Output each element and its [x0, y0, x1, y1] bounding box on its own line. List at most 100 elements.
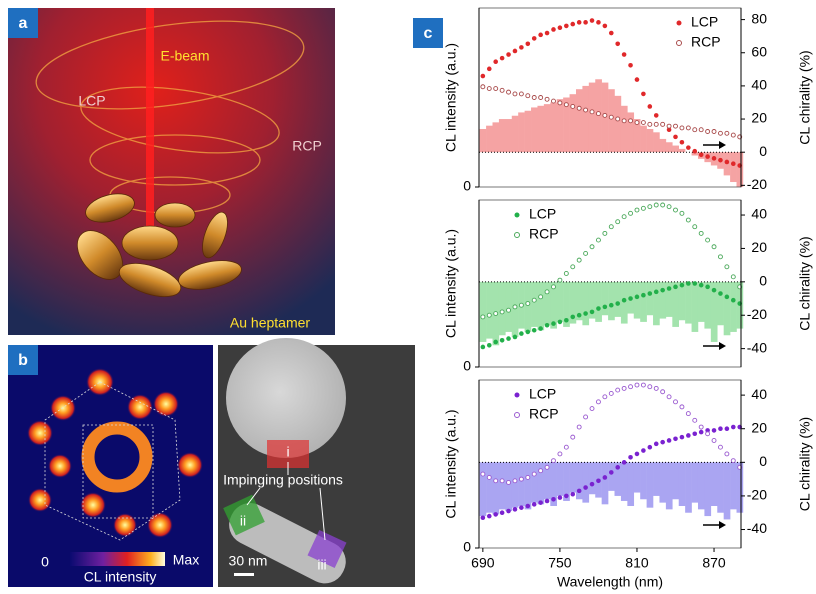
chirality-bar — [505, 119, 512, 152]
chirality-bar — [544, 282, 551, 325]
chirality-bar — [480, 462, 487, 516]
data-point — [712, 130, 716, 134]
data-point — [481, 345, 486, 350]
chirality-bar — [730, 282, 737, 332]
chirality-bar — [615, 96, 622, 152]
data-point — [481, 515, 486, 520]
data-point — [609, 303, 614, 308]
data-point — [660, 440, 665, 445]
chirality-bar — [640, 462, 647, 499]
x-tick-label: 870 — [702, 555, 726, 571]
data-point — [564, 318, 569, 323]
data-point — [545, 499, 550, 504]
data-point — [532, 328, 537, 333]
data-point — [590, 407, 594, 411]
chirality-bar — [659, 139, 666, 152]
data-point — [731, 275, 735, 279]
data-point — [513, 479, 517, 483]
data-point — [519, 331, 524, 336]
chirality-bar — [730, 152, 737, 182]
chirality-bar — [531, 462, 538, 502]
y2-tick-label: 0 — [759, 273, 767, 289]
data-point — [615, 465, 620, 470]
data-point — [487, 87, 491, 91]
chirality-bar — [480, 129, 487, 152]
data-point — [622, 215, 626, 219]
data-point — [725, 452, 729, 456]
data-point — [641, 448, 646, 453]
chirality-bar — [608, 282, 615, 320]
data-point — [648, 104, 653, 109]
data-point — [570, 315, 575, 320]
data-point — [731, 459, 735, 463]
chirality-bar — [737, 462, 744, 512]
data-point — [692, 149, 697, 154]
data-point — [532, 472, 536, 476]
chirality-bar — [730, 462, 737, 509]
data-point — [654, 122, 658, 126]
data-point — [603, 475, 608, 480]
chirality-bar — [531, 282, 538, 327]
y2-tick-label: -20 — [747, 176, 767, 192]
data-point — [551, 497, 556, 502]
data-point — [654, 290, 659, 295]
data-point — [648, 291, 653, 296]
legend-marker — [515, 213, 520, 218]
data-point — [526, 94, 530, 98]
chirality-bar — [653, 462, 660, 496]
legend-marker — [515, 233, 520, 238]
y-axis-label: CL intensity (a.u.) — [443, 409, 459, 518]
data-point — [481, 315, 485, 319]
legend-marker — [515, 413, 520, 418]
data-point — [615, 42, 620, 47]
data-point — [667, 395, 671, 399]
data-point — [667, 438, 672, 443]
chirality-bar — [659, 462, 666, 502]
data-point — [551, 99, 555, 103]
data-point — [699, 425, 703, 429]
data-point — [551, 321, 556, 326]
data-point — [718, 158, 723, 163]
data-point — [680, 140, 685, 145]
chirality-bar — [634, 282, 641, 319]
y2-tick-label: 40 — [751, 386, 767, 402]
data-point — [629, 385, 633, 389]
sample-label: Au heptamer — [230, 315, 310, 331]
data-point — [673, 135, 678, 140]
data-point — [699, 430, 704, 435]
data-point — [661, 390, 665, 394]
data-point — [577, 489, 582, 494]
data-point — [487, 514, 492, 519]
data-point — [583, 311, 588, 316]
data-point — [603, 24, 608, 29]
data-point — [635, 121, 639, 125]
y-tick-label: 0 — [463, 178, 471, 194]
data-point — [680, 211, 684, 215]
chirality-bar — [679, 149, 686, 152]
data-point — [506, 336, 511, 341]
data-point — [506, 52, 511, 57]
chirality-bar — [704, 462, 711, 516]
data-point — [494, 87, 498, 91]
chirality-bar — [724, 282, 731, 335]
data-point — [583, 485, 588, 490]
e-beam — [146, 8, 154, 248]
chirality-bar — [698, 282, 705, 322]
x-tick-label: 810 — [625, 555, 649, 571]
data-point — [577, 20, 582, 25]
data-point — [513, 305, 517, 309]
data-point — [539, 96, 543, 100]
chirality-bar — [724, 462, 731, 519]
data-point — [538, 33, 543, 38]
data-point — [564, 445, 568, 449]
data-point — [539, 469, 543, 473]
data-point — [635, 208, 639, 212]
chirality-bar — [505, 462, 512, 511]
chirality-bar — [505, 282, 512, 332]
data-point — [570, 492, 575, 497]
data-point — [680, 126, 684, 130]
data-point — [551, 459, 555, 463]
colorbar-label: CL intensity — [84, 569, 157, 585]
chirality-bar — [499, 462, 506, 509]
